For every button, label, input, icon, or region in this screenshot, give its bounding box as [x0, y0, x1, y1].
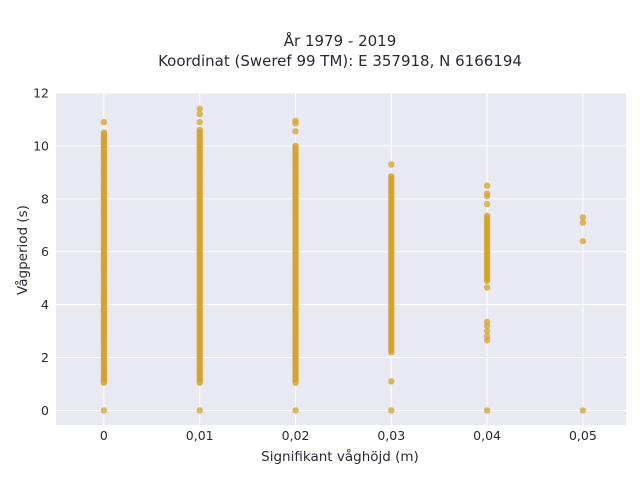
x-tick-label: 0,04 [473, 428, 501, 443]
data-point [196, 105, 203, 113]
data-point [483, 327, 491, 335]
data-point [100, 407, 108, 414]
y-tick-label: 4 [41, 297, 49, 312]
x-tick-label: 0,01 [186, 428, 214, 443]
data-point [196, 407, 203, 414]
data-point [100, 129, 108, 136]
x-tick-label: 0,02 [282, 428, 310, 443]
data-point [196, 126, 203, 134]
data-point [292, 407, 299, 414]
data-point [483, 407, 491, 414]
data-point [483, 212, 491, 220]
y-tick-label: 2 [41, 350, 49, 365]
data-point [388, 173, 395, 180]
data-point [292, 128, 299, 135]
x-tick-label: 0 [100, 428, 108, 443]
data-point [483, 190, 491, 197]
y-axis-title: Vågperiod (s) [14, 205, 31, 295]
data-point [579, 407, 587, 414]
data-point [483, 318, 491, 326]
data-point [483, 200, 491, 208]
data-point [388, 407, 395, 414]
data-point [292, 142, 299, 150]
chart-title-line-1: År 1979 - 2019 [284, 31, 397, 50]
data-point [388, 161, 395, 168]
y-tick-label: 10 [33, 138, 49, 153]
plot-background [56, 93, 626, 425]
x-axis-title: Signifikant våghöjd (m) [261, 448, 419, 465]
y-tick-label: 0 [41, 403, 49, 418]
data-point [196, 118, 203, 126]
y-tick-label: 12 [33, 86, 49, 101]
data-point [292, 117, 299, 124]
data-point [388, 378, 395, 385]
x-axis-ticks: 0 0,01 0,02 0,03 0,04 0,05 [100, 428, 597, 443]
data-point [483, 333, 491, 340]
data-points [100, 105, 587, 414]
y-tick-label: 6 [41, 244, 49, 259]
data-point [100, 118, 108, 126]
data-point [196, 110, 203, 118]
data-point [579, 219, 587, 226]
x-tick-label: 0,03 [377, 428, 405, 443]
y-axis-ticks: 0 2 4 6 8 10 12 [33, 86, 49, 418]
x-tick-label: 0,05 [569, 428, 597, 443]
data-point [483, 182, 491, 189]
chart-title-line-2: Koordinat (Sweref 99 TM): E 357918, N 61… [158, 52, 522, 70]
data-point [579, 237, 587, 245]
y-tick-label: 8 [41, 191, 49, 206]
data-point [483, 284, 491, 291]
data-point [579, 214, 587, 221]
